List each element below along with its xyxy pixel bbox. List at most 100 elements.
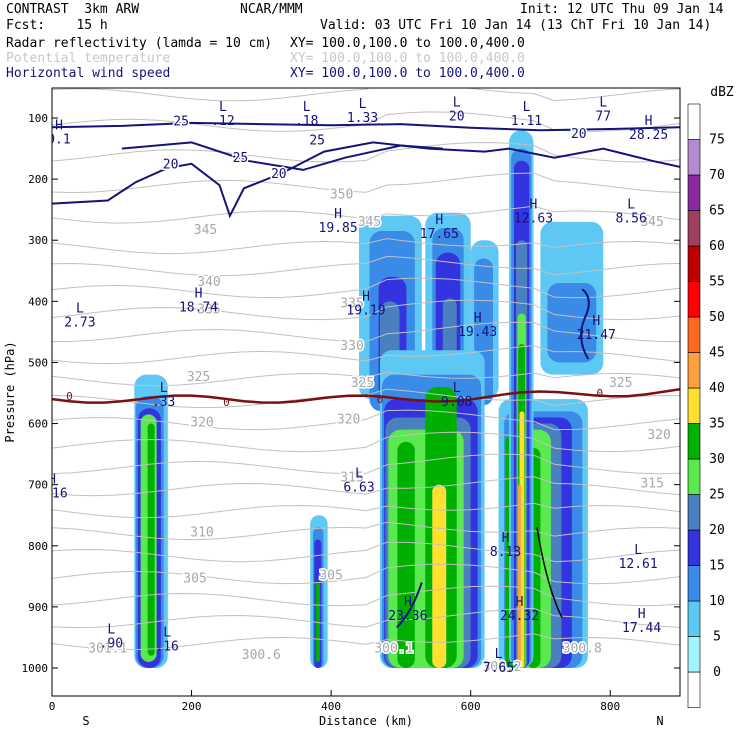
extremum-type-22: L: [634, 543, 642, 558]
y-tick-label-2: 300: [28, 234, 48, 247]
extremum-type-3: L: [453, 96, 461, 111]
extremum-type-12: H: [195, 286, 203, 301]
y-tick-label-3: 400: [28, 295, 48, 308]
extremum-22: L12.61: [619, 543, 658, 572]
colorbar-swatch-3: [687, 565, 701, 602]
extremum-8: H19.85: [319, 207, 358, 236]
extremum-value-4: 1.11: [511, 114, 542, 129]
extremum-value-6: 9.1: [47, 132, 70, 147]
extremum-value-3: 20: [449, 110, 465, 125]
extremum-value-28: 7.65: [483, 661, 514, 676]
reflectivity-cell-43: [518, 484, 521, 668]
reflectivity-fill: [134, 130, 604, 668]
theta-label-14: 315: [340, 471, 363, 486]
theta-label-0: 350: [330, 188, 353, 203]
extremum-28: L7.65: [483, 647, 514, 676]
theta-label-2: 345: [358, 215, 381, 230]
extremum-6: H9.1: [47, 118, 71, 147]
wind-speed-contour-0: [52, 121, 680, 132]
extremum-2: L1.33: [347, 97, 378, 126]
extremum-type-6: H: [55, 118, 63, 133]
theta-isentrope-16: [52, 277, 680, 299]
extremum-13: L2.73: [64, 302, 95, 331]
wind-contours: [52, 121, 680, 629]
extremum-value-17: .33: [152, 395, 175, 410]
wind-label-5: 20: [571, 127, 587, 142]
reflectivity-cell-4: [147, 423, 155, 656]
extremum-value-2: 1.33: [347, 111, 378, 126]
extremum-20: H5.16: [36, 473, 68, 502]
field-wind-label: Horizontal wind speed: [6, 66, 171, 81]
extremum-type-15: H: [474, 311, 482, 326]
colorbar-swatch-0: [687, 671, 701, 708]
theta-label-10: 325: [609, 376, 632, 391]
colorbar-level-9: 45: [709, 346, 725, 361]
extremum-value-7: 28.25: [629, 128, 668, 143]
theta-label-9: 325: [351, 376, 374, 391]
extremum-value-23: 23.36: [388, 609, 427, 624]
colorbar-level-11: 55: [709, 275, 725, 290]
extremum-type-19: L: [355, 467, 363, 482]
theta-label-13: 320: [647, 428, 670, 443]
field-reflectivity-xy: XY= 100.0,100.0 to 100.0,400.0: [290, 36, 525, 51]
extremum-16: H21.47: [577, 314, 616, 343]
extremum-value-1: .18: [295, 114, 318, 129]
extremum-value-5: 77: [595, 110, 611, 125]
extremum-type-8: H: [334, 207, 342, 222]
theta-label-12: 320: [337, 413, 360, 428]
extremum-value-20: 5.16: [36, 487, 67, 502]
wind-speed-contour-2: [121, 141, 443, 171]
theta-isentrope-25: [52, 25, 680, 40]
extremum-type-13: L: [76, 302, 84, 317]
theta-isentrope-15: [52, 299, 680, 321]
x-end-label-left: S: [82, 714, 89, 728]
colorbar-swatch-6: [687, 458, 701, 495]
colorbar-level-7: 35: [709, 417, 725, 432]
extremum-10: H12.63: [514, 198, 553, 227]
extremum-value-27: 17.44: [622, 621, 661, 636]
x-axis-label: Distance (km): [319, 714, 413, 728]
colorbar-swatch-1: [687, 636, 701, 673]
extremum-value-12: 18.74: [179, 300, 218, 315]
colorbar-swatch-9: [687, 352, 701, 389]
colorbar-level-12: 60: [709, 239, 725, 254]
extremum-9: H17.65: [420, 213, 459, 242]
extremum-value-8: 19.85: [319, 221, 358, 236]
theta-isentrope-10: [52, 409, 680, 431]
extremum-type-16: H: [592, 314, 600, 329]
extremum-type-23: H: [404, 595, 412, 610]
theta-isentrope-14: [52, 321, 680, 343]
wind-speed-contour-1: [52, 141, 680, 219]
extremum-type-14: H: [362, 289, 370, 304]
wind-label-4: 20: [271, 167, 287, 182]
model-title: CONTRAST 3km ARW: [6, 2, 140, 17]
extremum-type-17: L: [160, 381, 168, 396]
plot-frame: [51, 87, 681, 697]
theta-label-22: 300.2: [482, 660, 521, 675]
init-time: Init: 12 UTC Thu 09 Jan 14: [520, 2, 724, 17]
y-tick-label-8: 900: [28, 601, 48, 614]
zero-isotherm-label-2: 0: [377, 393, 384, 406]
colorbar-swatch-11: [687, 281, 701, 318]
colorbar-swatch-12: [687, 245, 701, 282]
extremum-15: H19.43: [458, 311, 497, 340]
center-label: NCAR/MMM: [240, 2, 303, 17]
y-tick-label-5: 600: [28, 418, 48, 431]
x-tick-label-0: 0: [49, 700, 56, 713]
theta-isentrope-4: [52, 541, 680, 563]
theta-isentrope-17: [52, 255, 680, 277]
theta-label-11: 320: [190, 416, 213, 431]
colorbar-swatch-7: [687, 423, 701, 460]
field-wind-xy: XY= 100.0,100.0 to 100.0,400.0: [290, 66, 525, 81]
extremum-24: H24.32: [500, 595, 539, 624]
theta-label-16: 310: [190, 526, 213, 541]
extremum-1: L.18: [295, 100, 318, 129]
theta-label-1: 345: [194, 223, 217, 238]
wind-label-1: 25: [309, 133, 325, 148]
extremum-21: H8.13: [490, 531, 521, 560]
theta-isentrope-8: [52, 453, 680, 475]
theta-label-7: 330: [340, 339, 363, 354]
extremum-value-9: 17.65: [420, 227, 459, 242]
theta-isentrope-3: [52, 563, 680, 585]
